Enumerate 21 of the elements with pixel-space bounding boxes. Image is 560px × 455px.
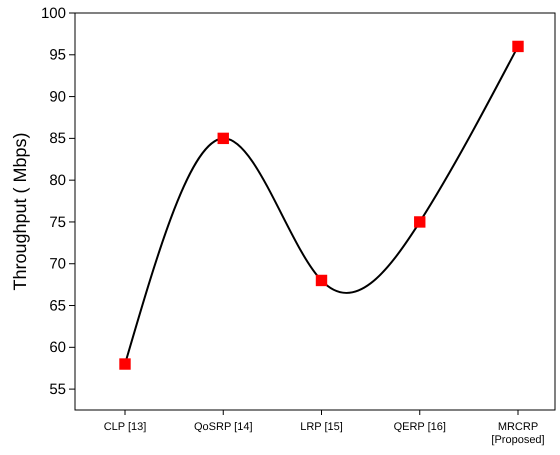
y-tick-label: 55: [49, 380, 66, 398]
x-tick-label: CLP [13]: [104, 421, 146, 433]
y-axis-title: Throughput ( Mbps): [10, 132, 30, 291]
y-tick-label: 80: [49, 172, 66, 189]
point: [119, 358, 131, 370]
x-tick-label: QERP [16]: [394, 421, 446, 433]
y-tick-label: 85: [49, 130, 66, 148]
y-tick-label: 65: [49, 297, 66, 314]
x-tick-label: QoSRP [14]: [194, 421, 252, 433]
point: [218, 132, 229, 144]
point: [316, 274, 328, 286]
y-tick-label: 70: [49, 256, 66, 273]
y-tick-label: 60: [49, 339, 66, 356]
x-tick-label: MRCRP [Proposed]: [491, 421, 545, 446]
y-tick-label: 100: [40, 4, 66, 22]
y-tick-label: 95: [49, 46, 66, 64]
point: [512, 40, 524, 52]
x-tick-label: LRP [15]: [300, 421, 343, 433]
y-tick-label: 75: [49, 214, 66, 231]
point: [414, 216, 426, 228]
y-tick-label: 90: [49, 88, 66, 106]
